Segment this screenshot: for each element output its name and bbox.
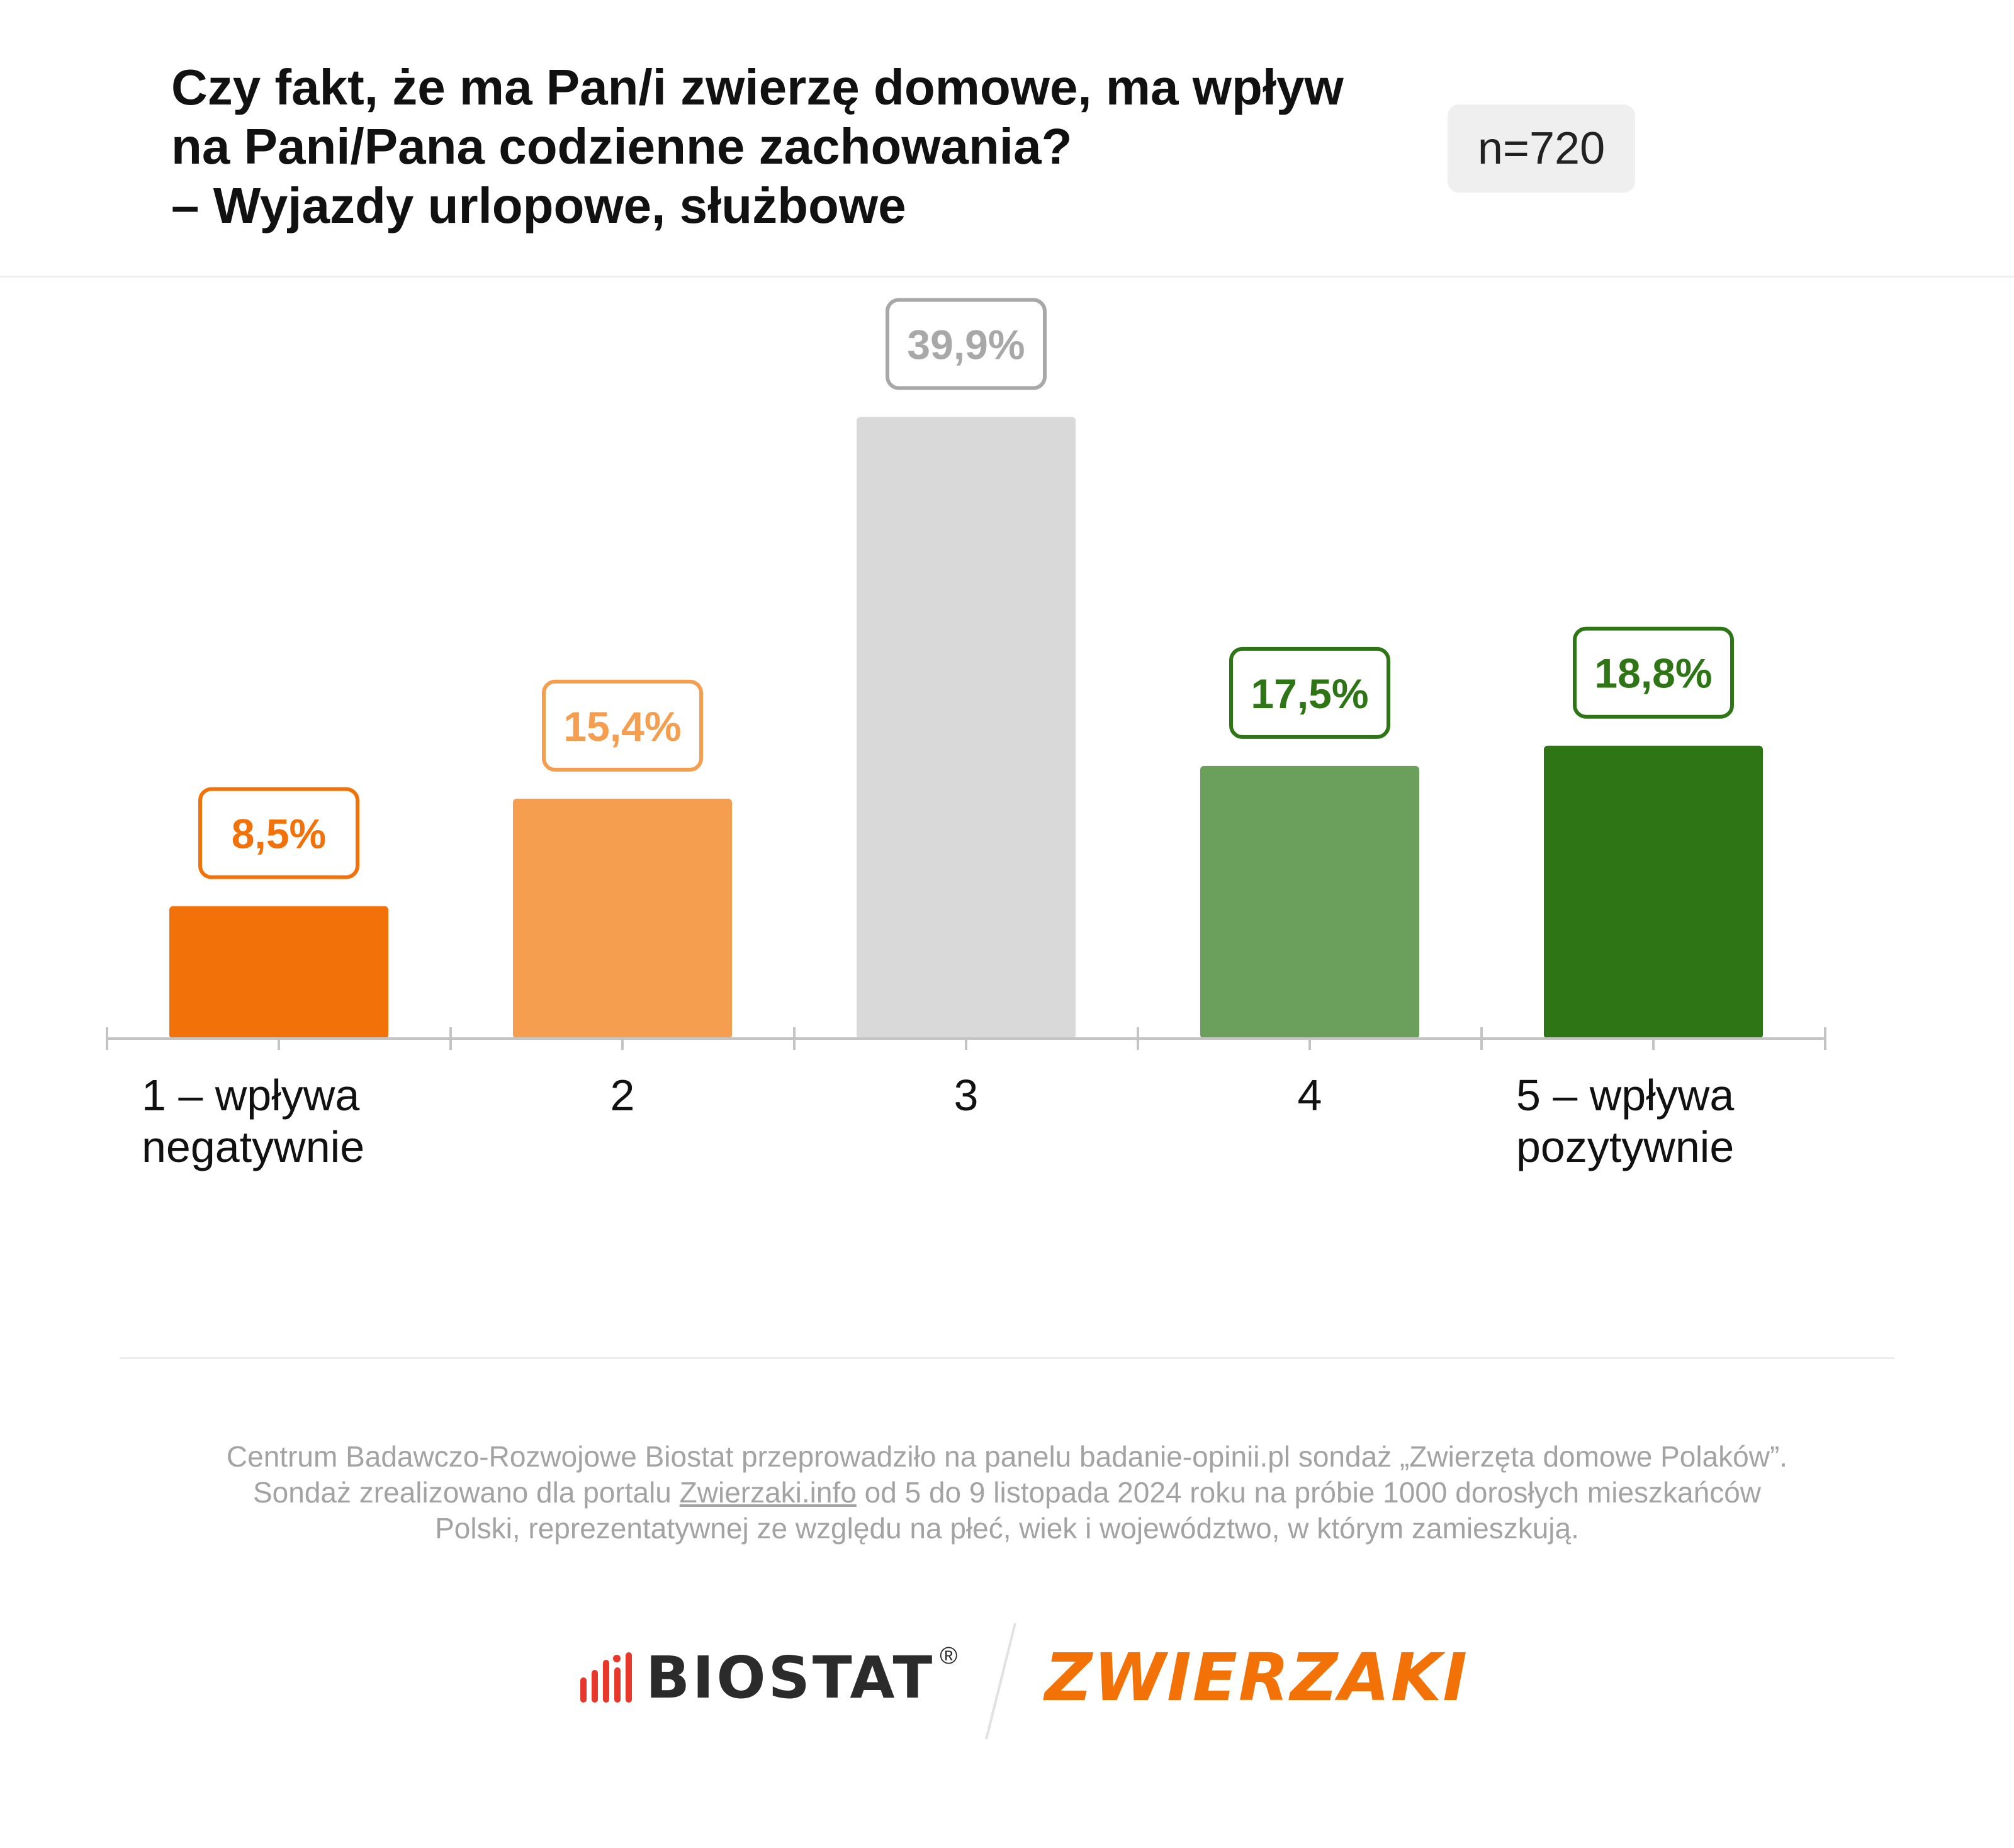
footer-divider: [120, 1357, 1894, 1359]
footnote-line-2-start: Sondaż zrealizowano dla portalu: [253, 1476, 680, 1509]
category-label-line: 5 – wpływa: [1516, 1071, 1734, 1120]
logos-bar: BIOSTAT ® ZWIERZAKI: [579, 1611, 1467, 1744]
category-label-line: pozytywnie: [1516, 1122, 1734, 1171]
zwierzaki-link[interactable]: Zwierzaki.info: [679, 1476, 857, 1509]
logo-divider: [985, 1623, 1016, 1740]
category-label: 5 – wpływa pozytywnie: [1516, 1071, 1734, 1171]
bar: [1544, 745, 1763, 1039]
footnote-line-2-end: od 5 do 9 listopada 2024 roku na próbie …: [856, 1476, 1761, 1509]
category-label: 4: [1298, 1071, 1322, 1120]
value-label-box: [886, 298, 1047, 390]
footnote-line-1: Centrum Badawczo-Rozwojowe Biostat przep…: [226, 1440, 1788, 1473]
methodology-note: Centrum Badawczo-Rozwojowe Biostat przep…: [126, 1439, 1888, 1547]
value-label: 18,8%: [1594, 650, 1712, 697]
registered-mark: ®: [940, 1642, 958, 1669]
value-label-box: [1229, 646, 1390, 739]
category-label: 3: [954, 1071, 979, 1120]
signal-bars-icon: [580, 1652, 632, 1703]
category-label-line: 4: [1298, 1071, 1322, 1120]
title-line-3: – Wyjazdy urlopowe, służbowe: [171, 177, 906, 234]
bar-chart: 8,5% 1 – wpływa negatywnie 15,4% 2 39,9% 3 17,5…: [106, 298, 1826, 1171]
biostat-logo: BIOSTAT ®: [579, 1643, 957, 1712]
bar: [1200, 765, 1419, 1039]
bar: [857, 417, 1076, 1039]
header-divider: [0, 276, 2014, 278]
value-label: 39,9%: [907, 321, 1025, 368]
value-label: 15,4%: [563, 703, 681, 750]
sample-size-badge: n=720: [1448, 104, 1635, 193]
title-line-1: Czy fakt, że ma Pan/i zwierzę domowe, ma…: [171, 59, 1344, 115]
biostat-wordmark: BIOSTAT: [646, 1643, 935, 1711]
category-label: 2: [610, 1071, 635, 1120]
value-label: 17,5%: [1251, 670, 1368, 717]
bar: [513, 798, 732, 1039]
title-line-2: na Pani/Pana codzienne zachowania?: [171, 118, 1072, 174]
category-label: 1 – wpływa negatywnie: [142, 1071, 364, 1171]
value-label-box: [1573, 626, 1734, 719]
chart-title: Czy fakt, że ma Pan/i zwierzę domowe, ma…: [171, 58, 1430, 235]
category-label-line: 2: [610, 1071, 635, 1120]
value-label-box: [542, 679, 703, 772]
footnote-line-2: Sondaż zrealizowano dla portalu Zwierzak…: [126, 1475, 1888, 1511]
bar: [169, 906, 388, 1039]
value-label-box: [198, 787, 359, 879]
category-label-line: negatywnie: [142, 1122, 364, 1171]
footnote-line-3: Polski, reprezentatywnej ze względu na p…: [435, 1512, 1579, 1545]
category-label-line: 1 – wpływa: [142, 1071, 359, 1120]
value-label: 8,5%: [232, 811, 326, 857]
zwierzaki-logo: ZWIERZAKI: [1045, 1639, 1469, 1716]
category-label-line: 3: [954, 1071, 979, 1120]
